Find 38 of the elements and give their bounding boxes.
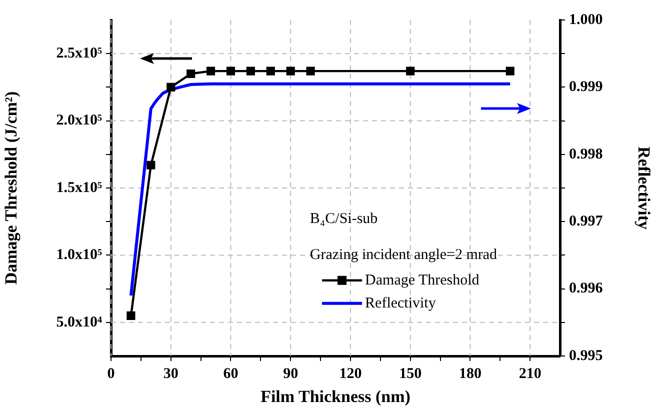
x-axis-title: Film Thickness (nm) (260, 387, 410, 406)
y2-tick-label: 1.000 (569, 12, 603, 28)
y2-axis-title: Reflectivity (634, 146, 654, 230)
y-tick-label: 1.0x10⁵ (56, 247, 102, 264)
annotation: B₄C/Si-sub (310, 210, 378, 227)
y2-tick-label: 0.996 (569, 280, 604, 297)
point (146, 160, 156, 170)
y2-tick-label: 0.999 (569, 79, 603, 96)
point (226, 66, 236, 76)
point (306, 66, 315, 76)
point (246, 66, 255, 76)
x-tick-label: 150 (399, 366, 422, 382)
x-tick-label: 120 (339, 366, 362, 382)
x-tick-label: 210 (518, 366, 542, 382)
point (166, 82, 176, 92)
point (286, 66, 295, 76)
y2-tick-label: 0.997 (569, 213, 604, 230)
point (126, 311, 136, 320)
y-tick-label: 2.5x10⁵ (56, 45, 102, 62)
y-tick-label: 1.5x10⁵ (56, 180, 102, 196)
y2-tick-label: 0.998 (569, 146, 603, 162)
y-tick-label: 5.0x10⁴ (56, 314, 102, 330)
y-axis-title: Damage Threshold (J/cm²) (2, 91, 21, 285)
x-tick-label: 0 (107, 366, 115, 382)
y2-tick-label: 0.995 (569, 348, 603, 364)
x-tick-label: 180 (458, 366, 482, 382)
annotation: Grazing incident angle=2 mrad (310, 246, 498, 263)
point (406, 66, 415, 76)
x-tick-label: 60 (223, 366, 238, 382)
legend-label: Damage Threshold (365, 272, 480, 288)
y-tick-label: 2.0x10⁵ (56, 112, 102, 129)
x-tick-label: 30 (163, 366, 178, 382)
point (186, 69, 196, 78)
point (266, 66, 275, 76)
point (206, 66, 216, 76)
x-tick-label: 90 (283, 366, 298, 382)
legend-label: Reflectivity (365, 295, 436, 312)
point (506, 66, 514, 76)
